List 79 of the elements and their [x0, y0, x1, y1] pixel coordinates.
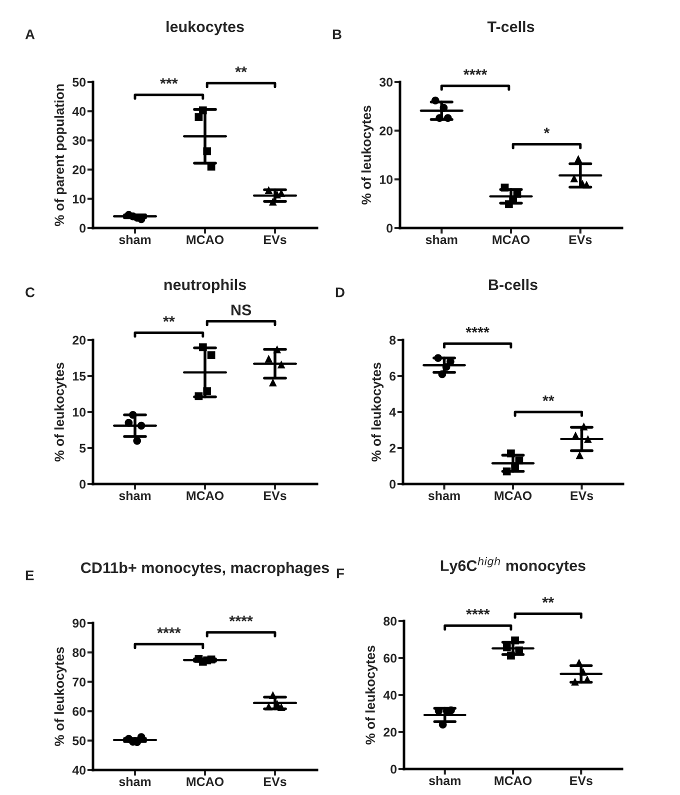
y-tick-label: 0 [390, 480, 396, 489]
text: E [26, 570, 34, 580]
y-tick-label: 0 [80, 224, 86, 233]
text: NS [231, 304, 252, 316]
chart-title: B-cells [488, 278, 538, 290]
y-tick-label: 20 [72, 165, 86, 174]
y-axis-title: % of leukocytes [54, 647, 67, 746]
y-tick-label: 8 [390, 336, 396, 345]
annotation: *** [160, 78, 178, 84]
y-axis-title: % of parent population [54, 84, 67, 226]
x-tick-label: sham [428, 776, 460, 786]
x-tick-label: EVs [570, 776, 592, 786]
x-tick-label: MCAO [186, 491, 224, 500]
text: A [25, 30, 35, 40]
x-tick-label: sham [426, 234, 458, 244]
chart-title: neutrophils [164, 278, 246, 294]
y-tick-label: 60 [384, 654, 397, 663]
x-tick-label: MCAO [186, 235, 224, 244]
x-tick-label: sham [119, 234, 151, 244]
x-tick-label: sham [428, 490, 460, 500]
y-tick-label: 15 [72, 372, 86, 381]
text: ** [235, 66, 247, 72]
x-tick-label: MCAO [494, 776, 532, 786]
y-tick-label: 4 [389, 408, 396, 417]
y-axis-title: % of leukocytes [365, 646, 378, 745]
annotation: ** [542, 395, 554, 402]
y-tick-label: 20 [384, 728, 397, 737]
text: C [26, 287, 35, 298]
y-tick-label: 20 [72, 336, 86, 345]
y-tick-label: 70 [72, 678, 86, 686]
text: F [336, 568, 344, 578]
x-tick-label: EVs [569, 235, 592, 244]
text: ** [163, 316, 175, 322]
x-tick-label: EVs [264, 777, 286, 786]
y-tick-label: 40 [72, 766, 86, 775]
y-tick-label: 0 [386, 224, 393, 233]
y-tick-label: 60 [72, 707, 86, 716]
chart-title: T-cells [487, 20, 534, 32]
y-tick-label: 80 [384, 616, 397, 626]
y-tick-label: 2 [390, 444, 396, 453]
y-tick-label: 40 [72, 107, 86, 116]
chart-title: leukocytes [166, 20, 244, 36]
y-tick-label: 20 [380, 126, 393, 136]
x-tick-label: sham [119, 490, 151, 500]
x-tick-label: EVs [264, 235, 286, 244]
y-tick-label: 0 [80, 480, 86, 489]
x-tick-label: sham [119, 776, 151, 786]
x-tick-label: EVs [570, 491, 594, 500]
y-tick-label: 80 [72, 648, 86, 658]
y-tick-label: 10 [72, 408, 86, 417]
text: ** [542, 597, 554, 603]
y-axis-title: % of leukocytes [54, 362, 67, 462]
y-tick-label: 10 [380, 175, 393, 184]
text: **** [229, 616, 253, 622]
text: **** [466, 608, 490, 615]
x-tick-label: MCAO [186, 777, 224, 786]
y-tick-label: 40 [383, 690, 397, 700]
y-tick-label: 5 [79, 444, 86, 453]
text: B [332, 30, 342, 40]
text: D [336, 288, 344, 298]
annotation: **** [157, 628, 181, 634]
chart-title: Ly6C$^{high}$ monocytes [440, 556, 586, 574]
y-tick-label: 30 [72, 136, 86, 146]
y-tick-label: 50 [72, 736, 86, 746]
y-tick-label: 10 [72, 194, 86, 204]
y-tick-label: 50 [72, 78, 86, 87]
x-tick-label: EVs [264, 491, 286, 500]
text: **** [466, 327, 490, 333]
y-tick-label: 0 [390, 764, 397, 774]
y-tick-label: 90 [72, 618, 86, 628]
y-tick-label: 30 [379, 78, 393, 87]
chart-title: CD11b+ monocytes, macrophages [81, 562, 329, 576]
text: **** [463, 69, 488, 75]
x-tick-label: MCAO [494, 491, 532, 500]
x-tick-label: MCAO [492, 235, 530, 244]
annotation: * [544, 128, 550, 134]
y-axis-title: % of leukocytes [361, 106, 374, 205]
y-tick-label: 6 [390, 372, 396, 381]
y-axis-title: % of leukocytes [371, 362, 384, 462]
